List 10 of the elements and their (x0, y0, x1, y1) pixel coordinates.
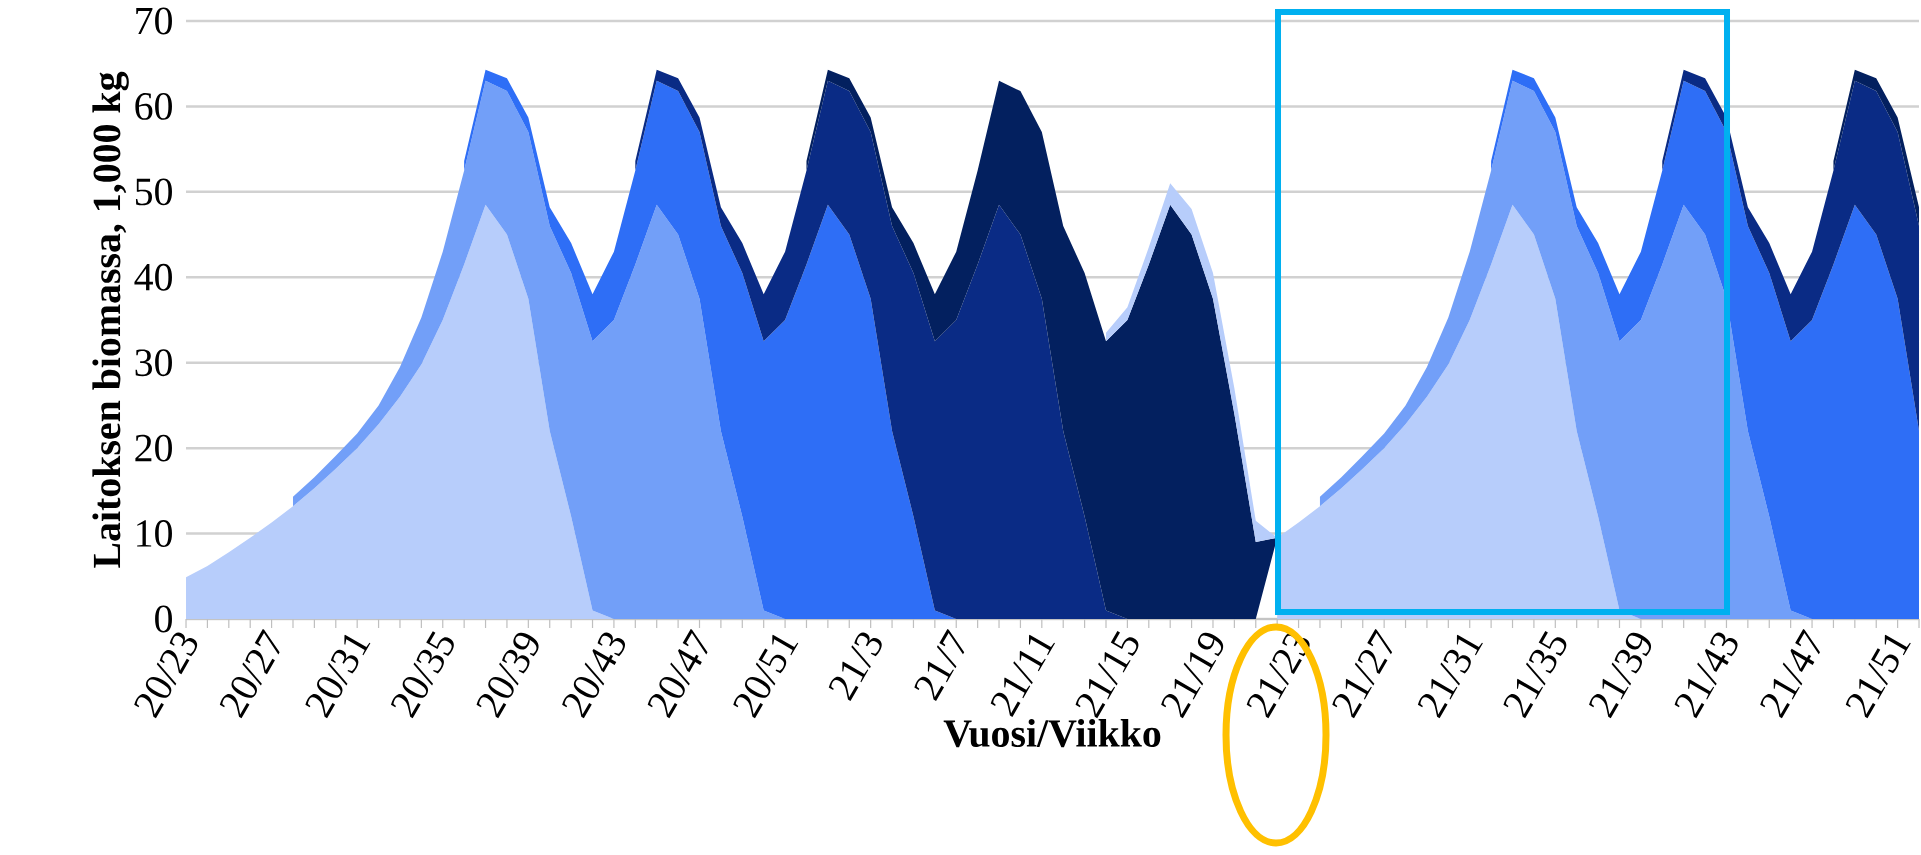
y-tick-label: 60 (135, 92, 172, 120)
y-tick-label: 10 (137, 520, 172, 547)
y-tick-label: 40 (134, 263, 172, 291)
y-tick-label: 20 (135, 434, 172, 462)
y-axis-title: Laitoksen biomassa, 1,000 kg (92, 71, 129, 568)
y-tick-label: 70 (136, 7, 172, 35)
y-tick-label: 0 (155, 605, 172, 633)
y-tick-label: 30 (135, 349, 172, 377)
y-tick-label: 50 (135, 178, 172, 206)
x-axis-title: Vuosi/Viikko (943, 718, 1161, 748)
